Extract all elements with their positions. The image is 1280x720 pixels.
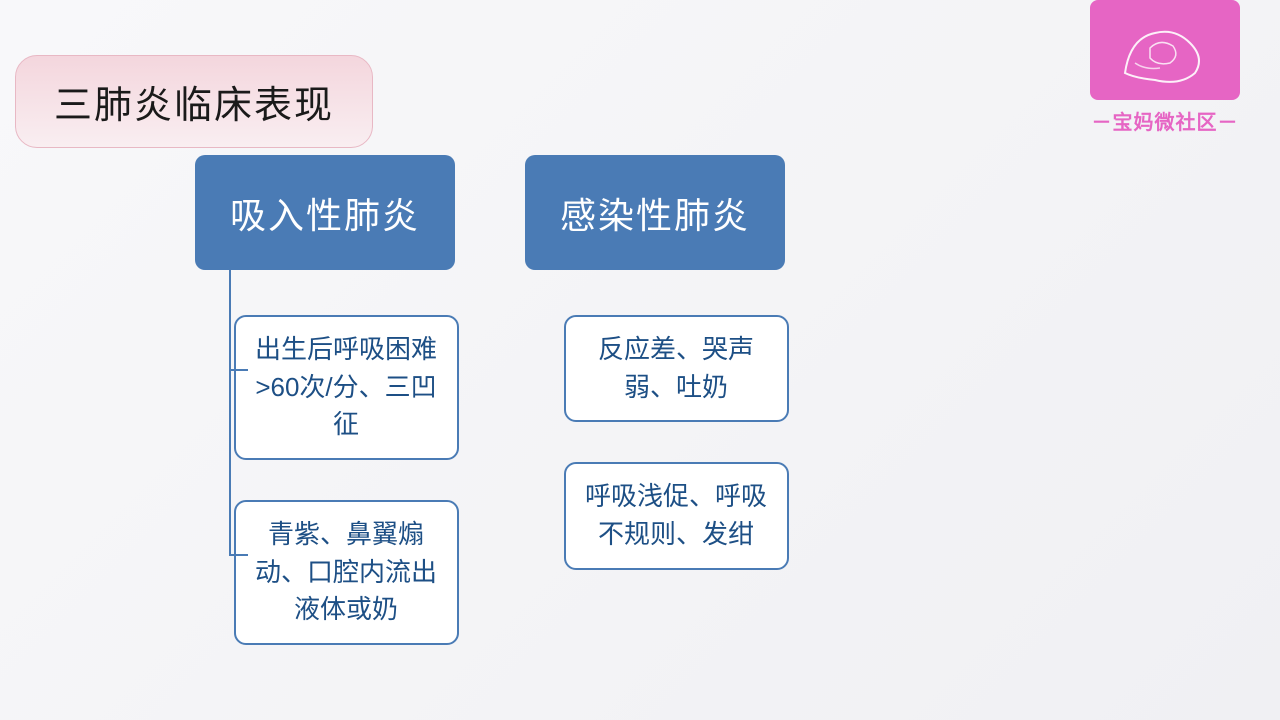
sub-box: 青紫、鼻翼煽动、口腔内流出液体或奶 <box>234 500 459 645</box>
column-aspiration: 吸入性肺炎 出生后呼吸困难>60次/分、三凹征 青紫、鼻翼煽动、口腔内流出液体或… <box>190 155 460 645</box>
slide-title: 三肺炎临床表现 <box>15 55 373 148</box>
subs-aspiration: 出生后呼吸困难>60次/分、三凹征 青紫、鼻翼煽动、口腔内流出液体或奶 <box>234 315 459 645</box>
sub-text: 呼吸浅促、呼吸不规则、发绀 <box>585 481 767 549</box>
logo-illustration-icon <box>1105 8 1225 93</box>
header-infection: 感染性肺炎 <box>525 155 785 270</box>
header-aspiration-text: 吸入性肺炎 <box>230 187 420 239</box>
diagram-columns: 吸入性肺炎 出生后呼吸困难>60次/分、三凹征 青紫、鼻翼煽动、口腔内流出液体或… <box>190 155 790 645</box>
sub-box: 呼吸浅促、呼吸不规则、发绀 <box>564 462 789 569</box>
watermark-logo: －宝妈微社区－ <box>1085 0 1245 135</box>
sub-box: 出生后呼吸困难>60次/分、三凹征 <box>234 315 459 460</box>
sub-box: 反应差、哭声弱、吐奶 <box>564 315 789 422</box>
sub-text: 反应差、哭声弱、吐奶 <box>598 334 754 402</box>
logo-caption: －宝妈微社区－ <box>1092 106 1239 135</box>
logo-square <box>1090 0 1240 100</box>
sub-text: 青紫、鼻翼煽动、口腔内流出液体或奶 <box>255 519 437 624</box>
sub-text: 出生后呼吸困难>60次/分、三凹征 <box>255 334 437 439</box>
slide-title-text: 三肺炎临床表现 <box>54 85 334 127</box>
header-infection-text: 感染性肺炎 <box>560 187 750 239</box>
column-infection: 感染性肺炎 反应差、哭声弱、吐奶 呼吸浅促、呼吸不规则、发绀 <box>520 155 790 645</box>
header-aspiration: 吸入性肺炎 <box>195 155 455 270</box>
subs-infection: 反应差、哭声弱、吐奶 呼吸浅促、呼吸不规则、发绀 <box>564 315 789 570</box>
